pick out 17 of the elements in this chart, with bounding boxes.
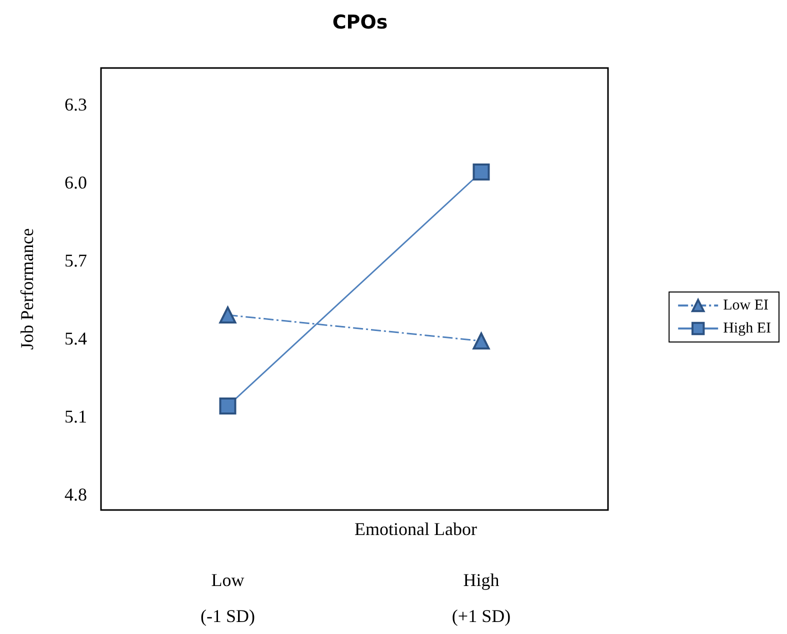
y-tick-label: 4.8 [64, 484, 87, 504]
point [472, 164, 490, 180]
y-tick-label: 5.4 [64, 328, 87, 348]
x-tick-label: Low (-1 SD) [200, 570, 255, 626]
x-axis-title: Emotional Labor [354, 519, 477, 539]
y-tick-label: 6.0 [64, 172, 87, 192]
x-tick-label: High (+1 SD) [452, 570, 511, 626]
point [219, 398, 236, 414]
point [219, 306, 236, 324]
legend-label: Low EI [723, 298, 768, 314]
legend-label: High EI [723, 320, 772, 336]
y-tick-label: 5.1 [64, 406, 87, 426]
chart-title: CPOs [332, 12, 388, 34]
y-tick-label: 5.7 [64, 250, 87, 270]
y-tick-label: 6.3 [64, 94, 87, 114]
point [472, 332, 490, 350]
y-axis-title: Job Performance [17, 228, 37, 350]
